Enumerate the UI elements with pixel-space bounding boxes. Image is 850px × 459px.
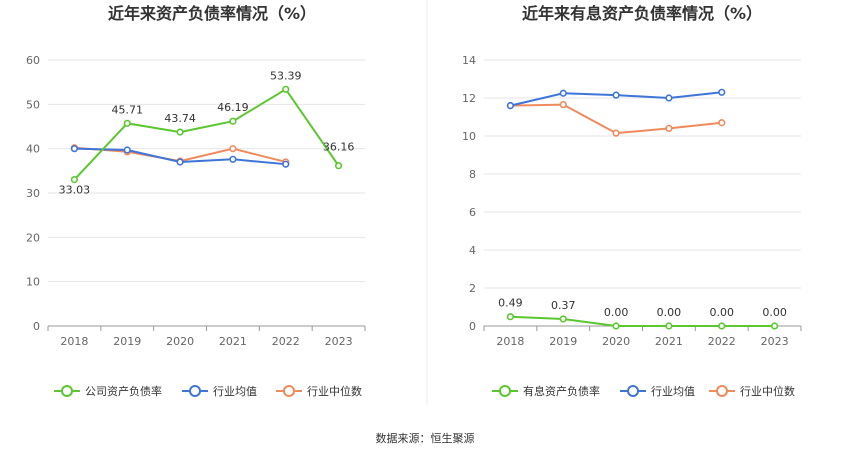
y-tick-label: 14: [462, 54, 476, 67]
chart-title-left: 近年来资产负债率情况（%）: [108, 4, 316, 23]
series-line-0: [510, 315, 775, 327]
data-label: 0.00: [710, 306, 735, 319]
data-point[interactable]: [665, 94, 673, 102]
legend-label: 行业均值: [213, 385, 257, 398]
x-tick-label: 2020: [166, 335, 194, 348]
legend-label: 有息资产负债率: [523, 384, 600, 398]
y-tick-label: 10: [462, 130, 476, 143]
series-line-0: [73, 87, 340, 181]
y-tick-label: 30: [26, 187, 40, 200]
data-point[interactable]: [559, 101, 567, 109]
y-tick-label: 4: [469, 244, 476, 257]
x-tick-label: 2021: [655, 335, 683, 348]
legend-item-1[interactable]: 行业均值: [620, 385, 695, 398]
legend-item-0[interactable]: 有息资产负债率: [492, 384, 600, 398]
legend-label: 行业均值: [651, 385, 695, 398]
data-label: 0.00: [657, 306, 682, 319]
data-point[interactable]: [506, 101, 515, 110]
legend-label: 公司资产负债率: [85, 384, 162, 398]
data-point[interactable]: [770, 322, 779, 330]
data-point[interactable]: [282, 85, 290, 93]
y-tick-label: 2: [469, 282, 476, 295]
data-point[interactable]: [718, 322, 726, 330]
y-tick-label: 8: [469, 168, 476, 181]
legend-marker: [627, 385, 639, 397]
data-point[interactable]: [229, 145, 237, 153]
data-label: 0.49: [498, 297, 523, 310]
chart-1: 0 2 4 6 8 10 12 14 2018 2019 2020 2021 2022 2023 0.49 0…: [462, 54, 802, 398]
legend-marker: [189, 385, 201, 397]
data-point[interactable]: [282, 160, 290, 168]
data-label: 53.39: [270, 69, 302, 82]
data-point[interactable]: [506, 313, 515, 321]
x-tick-label: 2019: [113, 335, 141, 348]
x-tick-label: 2023: [325, 335, 353, 348]
data-point[interactable]: [123, 146, 131, 154]
x-tick-label: 2022: [272, 335, 300, 348]
data-label: 46.19: [217, 101, 249, 114]
legend-label: 行业中位数: [740, 384, 795, 398]
y-tick-label: 50: [26, 98, 40, 111]
legend-marker: [61, 385, 73, 397]
x-tick-label: 2021: [219, 335, 247, 348]
y-tick-label: 0: [469, 320, 476, 333]
legend-marker: [499, 385, 511, 397]
data-point[interactable]: [665, 322, 673, 330]
legend-marker: [283, 385, 295, 397]
legend-label: 行业中位数: [307, 384, 362, 398]
x-tick-label: 2023: [761, 335, 789, 348]
data-point[interactable]: [612, 91, 620, 99]
data-point[interactable]: [70, 145, 79, 153]
x-tick-label: 2020: [602, 335, 630, 348]
x-tick-label: 2018: [496, 335, 524, 348]
data-point[interactable]: [559, 315, 567, 323]
data-point[interactable]: [718, 119, 726, 127]
y-tick-label: 60: [26, 54, 40, 67]
data-point[interactable]: [559, 89, 567, 97]
y-tick-label: 20: [26, 231, 40, 244]
chart-0: 0 10 20 30 40 50 60 2018 2019 2020 2021 2022 2023 33.…: [26, 54, 366, 398]
y-tick-label: 0: [33, 320, 40, 333]
data-label: 45.71: [112, 103, 144, 116]
data-label: 0.37: [551, 299, 576, 312]
data-point[interactable]: [612, 322, 620, 330]
data-label: 0.00: [762, 306, 787, 319]
data-point[interactable]: [334, 162, 343, 170]
data-point[interactable]: [123, 119, 131, 127]
chart-title-right: 近年来有息资产负债率情况（%）: [522, 4, 762, 23]
legend-item-1[interactable]: 行业均值: [182, 385, 257, 398]
data-point[interactable]: [229, 117, 237, 125]
data-point[interactable]: [70, 175, 79, 184]
y-tick-label: 10: [26, 276, 40, 289]
data-point[interactable]: [612, 129, 620, 137]
data-point[interactable]: [718, 88, 726, 96]
data-point[interactable]: [176, 128, 184, 136]
data-point[interactable]: [665, 124, 673, 132]
series-line-2: [510, 103, 722, 135]
data-point[interactable]: [229, 155, 237, 163]
data-label: 33.03: [59, 184, 91, 197]
data-label: 36.16: [323, 141, 355, 154]
legend-item-2[interactable]: 行业中位数: [276, 384, 362, 398]
x-tick-label: 2022: [708, 335, 736, 348]
legend-item-0[interactable]: 公司资产负债率: [54, 384, 162, 398]
legend-marker: [716, 385, 728, 397]
data-label: 0.00: [604, 306, 629, 319]
data-point[interactable]: [176, 158, 184, 166]
legend-item-2[interactable]: 行业中位数: [709, 384, 795, 398]
data-source-text: 数据来源：恒生聚源: [376, 431, 475, 445]
x-tick-label: 2018: [60, 335, 88, 348]
y-tick-label: 12: [462, 92, 476, 105]
data-label: 43.74: [164, 112, 196, 125]
y-tick-label: 6: [469, 206, 476, 219]
y-tick-label: 40: [26, 143, 40, 156]
x-tick-label: 2019: [549, 335, 577, 348]
